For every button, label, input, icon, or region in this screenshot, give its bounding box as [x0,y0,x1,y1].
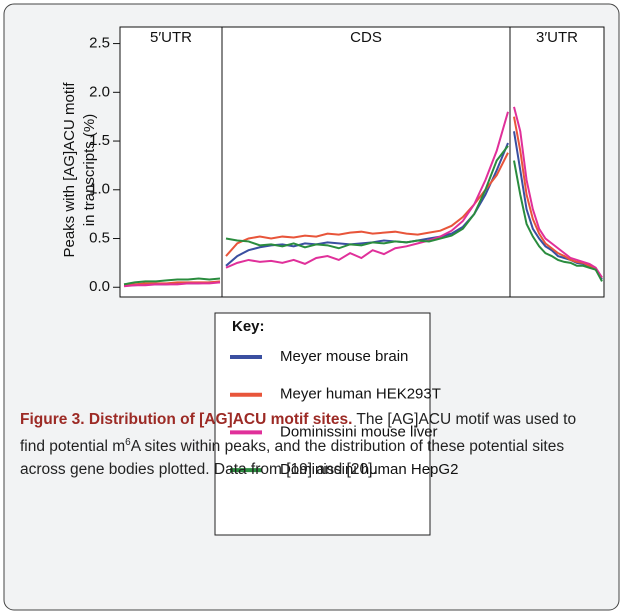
caption-title: Figure 3. Distribution of [AG]ACU motif … [20,411,353,428]
legend-label: Dominissini mouse liver [280,423,438,440]
panel-label: 3′UTR [536,29,578,46]
series-line [225,145,509,250]
y-tick-label: 0.0 [89,278,110,295]
legend-label: Dominissini human HepG2 [280,461,458,478]
legend-box [214,312,431,536]
panel-label: 5′UTR [150,29,192,46]
caption-text: A sites within peaks, and the distributi… [20,438,565,479]
caption: Figure 3. Distribution of [AG]ACU motif … [20,408,600,481]
panel-label: CDS [350,29,382,46]
y-tick-label: 2.0 [89,83,110,100]
series-line [225,152,509,257]
y-tick-label: 0.5 [89,229,110,246]
caption-sup: 6 [125,437,131,448]
plot-frame [119,26,605,298]
y-axis-label: in transcripts (%) [81,114,98,227]
legend-title: Key: [232,318,265,335]
series-line [513,106,603,279]
series-line [123,277,221,286]
series-line [123,281,221,288]
series-line [513,160,603,282]
y-axis-label: Peaks with [AG]ACU motif [61,82,78,258]
series-line [225,111,509,269]
y-tick-label: 1.5 [89,132,110,149]
legend-label: Meyer mouse brain [280,348,408,365]
y-tick-label: 2.5 [89,35,110,52]
legend-label: Meyer human HEK293T [280,386,441,403]
caption-text: The [AG]ACU motif was used to find poten… [20,411,577,456]
series-line [513,116,603,279]
y-tick-label: 1.0 [89,181,110,198]
